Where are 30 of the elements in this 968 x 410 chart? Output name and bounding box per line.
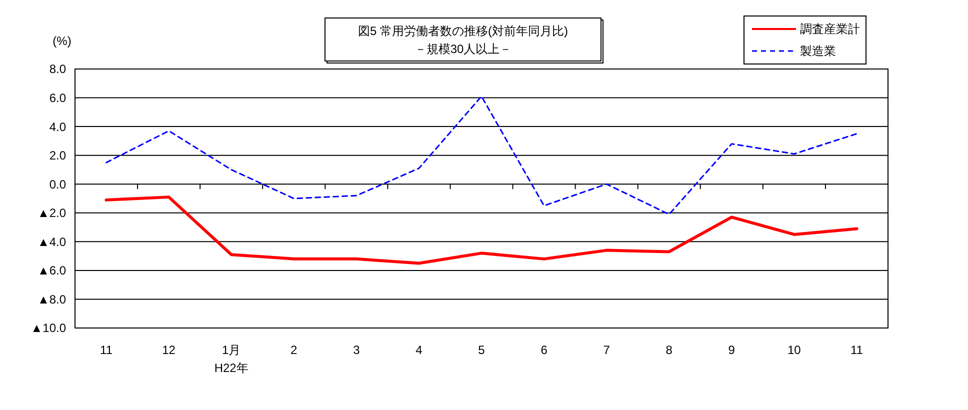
- x-tick-label: 9: [728, 343, 736, 357]
- y-tick-label: 6.0: [49, 90, 66, 105]
- chart-subtitle: －規模30人以上－: [414, 42, 512, 56]
- x-tick-label: 5: [478, 343, 486, 357]
- y-tick-label: 0.0: [49, 177, 66, 192]
- x-tick-label: 10: [788, 343, 802, 357]
- x-tick-label: 3: [353, 343, 360, 357]
- x-tick-label: 8: [666, 343, 673, 357]
- y-axis-title: (%): [52, 34, 72, 48]
- y-tick-label: ▲8.0: [37, 292, 66, 306]
- y-tick-label: 8.0: [49, 62, 66, 76]
- legend-label: 調査産業計: [800, 22, 860, 36]
- y-tick-label: ▲6.0: [37, 264, 66, 278]
- x-tick-label: 2: [290, 343, 298, 357]
- x-tick-label: 6: [540, 343, 548, 357]
- y-tick-label: 4.0: [49, 120, 66, 134]
- x-tick-label: 4: [416, 343, 423, 357]
- chart-title: 図5 常用労働者数の推移(対前年同月比): [358, 24, 568, 38]
- legend-label: 製造業: [800, 44, 836, 58]
- x-tick-label: 1月 H22年: [214, 343, 248, 375]
- x-tick-label: 11: [850, 343, 864, 357]
- y-tick-label: ▲2.0: [37, 206, 66, 220]
- y-tick-label: ▲10.0: [30, 321, 66, 336]
- y-tick-label: 2.0: [49, 148, 66, 163]
- x-tick-label: 11: [100, 343, 113, 357]
- line-series: [104, 196, 858, 265]
- y-tick-label: ▲4.0: [37, 234, 66, 249]
- line-series: [106, 96, 858, 216]
- x-tick-label: 12: [162, 343, 176, 357]
- x-tick-label: 7: [603, 343, 610, 357]
